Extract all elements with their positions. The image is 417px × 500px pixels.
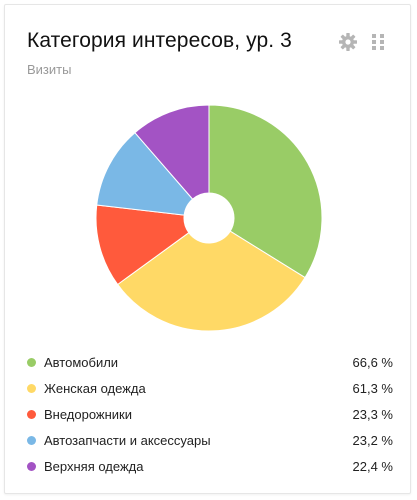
- drag-handle-icon[interactable]: [368, 32, 388, 52]
- widget-title: Категория интересов, ур. 3: [27, 29, 292, 52]
- legend-value: 23,3 %: [352, 406, 393, 422]
- legend-label: Верхняя одежда: [44, 458, 144, 474]
- legend-value: 61,3 %: [352, 380, 393, 396]
- legend-label: Женская одежда: [44, 380, 146, 396]
- gear-icon[interactable]: [338, 32, 358, 52]
- legend-color-dot: [27, 461, 36, 471]
- legend-label: Внедорожники: [44, 406, 133, 422]
- legend-item[interactable]: Автозапчасти и аксессуары 23,2 %: [27, 427, 393, 453]
- pie-slice[interactable]: [208, 104, 323, 279]
- widget-card: Категория интересов, ур. 3 Визиты: [4, 4, 411, 494]
- legend-item[interactable]: Внедорожники 23,3 %: [27, 401, 393, 427]
- pie-slice[interactable]: [95, 204, 190, 286]
- widget-subtitle: Визиты: [27, 62, 72, 77]
- legend-label: Автомобили: [44, 354, 119, 370]
- pie-slice[interactable]: [116, 230, 306, 332]
- legend-value: 66,6 %: [352, 354, 393, 370]
- pie-slice[interactable]: [96, 131, 194, 216]
- pie-slice[interactable]: [134, 104, 210, 200]
- pie-chart[interactable]: [5, 103, 412, 335]
- legend-value: 23,2 %: [352, 432, 393, 448]
- legend-value: 22,4 %: [352, 458, 393, 474]
- legend-label: Автозапчасти и аксессуары: [44, 432, 211, 448]
- widget-tools: [338, 32, 388, 52]
- legend-color-dot: [27, 383, 36, 393]
- legend-item[interactable]: Женская одежда 61,3 %: [27, 375, 393, 401]
- legend-item[interactable]: Верхняя одежда 22,4 %: [27, 453, 393, 479]
- legend-color-dot: [27, 409, 36, 419]
- pie-chart-area: [5, 103, 412, 335]
- legend-color-dot: [27, 435, 36, 445]
- legend-item[interactable]: Автомобили 66,6 %: [27, 349, 393, 375]
- legend-color-dot: [27, 357, 36, 367]
- chart-legend: Автомобили 66,6 % Женская одежда 61,3 % Внед…: [27, 349, 393, 479]
